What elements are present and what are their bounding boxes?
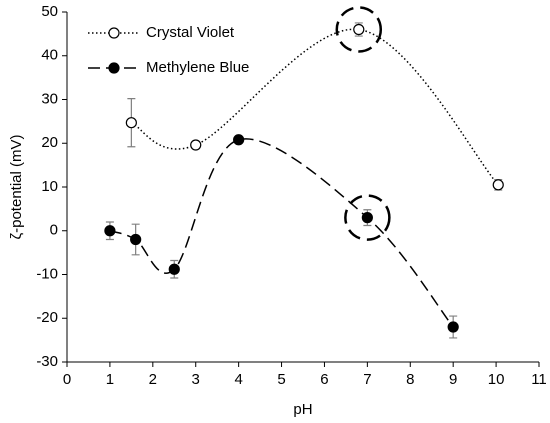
marker [361, 212, 373, 224]
trend-line [131, 28, 499, 186]
marker [104, 225, 116, 237]
legend-marker [108, 27, 120, 39]
legend-label: Methylene Blue [146, 59, 249, 76]
y-tick-label: -20 [36, 309, 58, 326]
y-tick-label: 50 [41, 3, 58, 20]
y-tick-label: -30 [36, 353, 58, 370]
x-tick-label: 8 [406, 371, 414, 388]
x-tick-label: 5 [277, 371, 285, 388]
marker [168, 263, 180, 275]
x-tick-label: 1 [106, 371, 114, 388]
x-tick-label: 11 [531, 371, 547, 388]
x-tick-label: 7 [363, 371, 371, 388]
y-tick-label: 20 [41, 134, 58, 151]
y-axis-label: ζ-potential (mV) [8, 135, 25, 240]
x-tick-label: 4 [234, 371, 242, 388]
y-tick-label: -10 [36, 265, 58, 282]
y-tick-label: 10 [41, 178, 58, 195]
x-tick-label: 10 [488, 371, 505, 388]
marker [125, 117, 137, 129]
marker [492, 179, 504, 191]
x-axis-label: pH [293, 401, 312, 418]
trend-line [109, 138, 454, 328]
x-tick-label: 6 [320, 371, 328, 388]
x-tick-label: 0 [63, 371, 71, 388]
y-tick-label: 30 [41, 90, 58, 107]
x-tick-label: 9 [449, 371, 457, 388]
marker [447, 321, 459, 333]
marker [233, 134, 245, 146]
y-tick-label: 0 [50, 222, 58, 239]
x-tick-label: 2 [149, 371, 157, 388]
legend-marker [108, 62, 120, 74]
highlight-circle [335, 6, 383, 53]
x-tick-label: 3 [192, 371, 200, 388]
highlight-circle [344, 194, 391, 241]
marker [353, 23, 365, 36]
legend-label: Crystal Violet [146, 24, 235, 41]
y-tick-label: 40 [41, 47, 58, 64]
marker [190, 139, 202, 151]
marker [130, 233, 142, 246]
